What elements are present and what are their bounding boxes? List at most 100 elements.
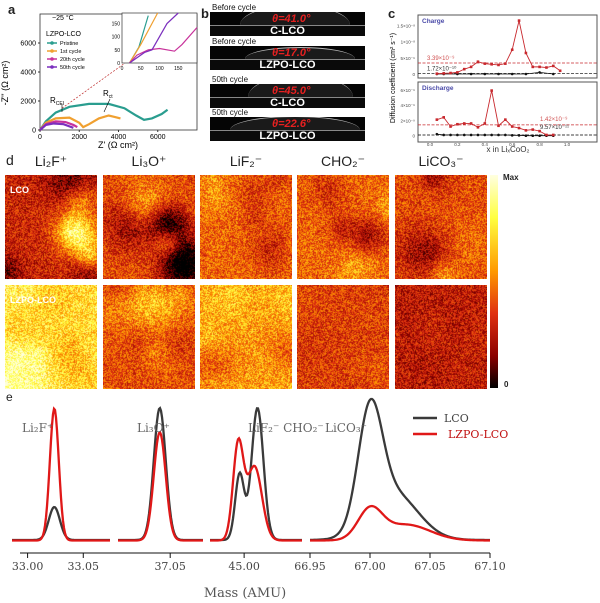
column-title: LiCO₃⁻ (418, 153, 464, 169)
inset-frame (121, 12, 198, 64)
x-tick-label: 33.00 (12, 560, 44, 573)
lco-point (538, 134, 541, 138)
inset-x-tick-label: 100 (155, 66, 164, 72)
legend-entry: LCO (444, 412, 469, 425)
lzpo-lco-spectrum (309, 504, 491, 542)
lzpo-point (538, 129, 541, 133)
y-axis-label: Diffusion coefficient (cm² s⁻¹) (390, 33, 397, 123)
x-tick-label: 0.4 (482, 142, 489, 147)
peak-label: LiF₂⁻ CHO₂⁻ (248, 421, 324, 435)
subplot-frame (417, 81, 598, 143)
x-axis-label: x in LiₓCoO₂ (486, 145, 529, 153)
inset-series-line (129, 12, 179, 64)
lco-point (442, 133, 445, 137)
lzpo-point (510, 125, 514, 128)
ion-map (395, 175, 487, 279)
inset-y-tick-label: 0 (117, 61, 120, 67)
y-tick-label: 4×10⁻⁹ (401, 103, 416, 108)
column-title: Li₂F⁺ (34, 153, 68, 169)
lco-point (490, 133, 493, 137)
strip-caption: 50th cycle (212, 75, 249, 84)
lzpo-point (442, 116, 445, 119)
x-tick-label: 66.95 (294, 560, 326, 573)
lco-average-label: 1.72×10⁻¹⁰ (427, 65, 457, 72)
lco-point (510, 134, 514, 137)
ion-map (103, 175, 195, 279)
lzpo-point (552, 133, 555, 137)
x-axis-label: Z' (Ω cm²) (98, 140, 138, 150)
legend-entry: 1st cycle (60, 49, 81, 55)
sample-label: LZPO-LCO (210, 130, 365, 141)
column-title: CHO₂⁻ (321, 153, 365, 169)
lzpo-point (497, 63, 500, 67)
ion-map (395, 285, 487, 389)
panel-label-e: e (6, 390, 13, 404)
ion-map (200, 175, 292, 279)
panel-label-d: d (6, 152, 14, 168)
subplot-title: Discharge (422, 85, 454, 92)
lco-point (497, 133, 500, 137)
rct-label: Rct (103, 89, 113, 100)
lzpo-point (504, 118, 507, 121)
lzpo-point (449, 71, 452, 75)
column-title: LiF₂⁻ (229, 153, 263, 169)
colorbar-min-label: 0 (504, 380, 509, 389)
material-label: LZPO-LCO (46, 31, 82, 38)
colorbar (490, 175, 498, 388)
ion-map (5, 285, 97, 389)
series-line-1st-cycle (39, 114, 121, 131)
ion-map (103, 285, 195, 389)
lco-point (531, 134, 535, 138)
contact-angle-value: θ=22.6° (272, 118, 311, 130)
contact-angle-image: C-LCO θ=41.0° (210, 12, 365, 36)
lco-point (462, 133, 466, 137)
temperature-label: −25 °C (52, 14, 74, 22)
x-tick-label: 67.00 (354, 560, 386, 573)
lzpo-lco-spectrum (209, 436, 302, 542)
x-tick-label: 2000 (71, 134, 87, 141)
x-tick-label: 33.05 (68, 560, 100, 573)
lzpo-point (483, 122, 487, 125)
lco-average-label: 9.57×10⁻¹¹ (540, 125, 569, 131)
lzpo-lco-spectrum (118, 430, 203, 542)
peak-label: LiCO₃⁻ (325, 421, 367, 435)
x-tick-label: 0.8 (536, 142, 543, 147)
lzpo-point (524, 129, 528, 132)
lco-point (435, 132, 439, 136)
lzpo-point (531, 128, 535, 131)
row-label: LCO (10, 185, 29, 195)
sample-label: C-LCO (210, 25, 365, 36)
x-tick-label: 0.2 (454, 142, 461, 147)
legend-marker (50, 49, 54, 53)
panel-label-a: a (8, 2, 16, 17)
lzpo-point (449, 125, 452, 128)
x-tick-label: 37.05 (154, 560, 186, 573)
y-tick-label: 2000 (20, 99, 36, 106)
lco-point (483, 72, 487, 76)
legend-marker (50, 57, 54, 61)
peak-label: Li₂F⁺ (22, 421, 53, 435)
lzpo-point (538, 65, 541, 69)
legend-entry: 20th cycle (60, 57, 85, 63)
lzpo-point (462, 122, 466, 125)
y-tick-label: 6×10⁻⁹ (401, 88, 416, 93)
lzpo-point (469, 65, 473, 69)
lzpo-point (462, 67, 466, 71)
inset-x-tick-label: 0 (121, 66, 124, 72)
lzpo-point (552, 64, 555, 68)
y-axis-label: -Z'' (Ω cm²) (0, 61, 10, 106)
lzpo-point (558, 69, 562, 73)
y-tick-label: 5×10⁻⁹ (401, 56, 416, 61)
nyquist-plot: −25 °C LZPO-LCO -Z'' (Ω cm²) Z' (Ω cm²) … (0, 12, 198, 150)
legend-entry: Pristine (60, 41, 78, 47)
lzpo-point (469, 122, 473, 125)
x-tick-label: 6000 (150, 134, 166, 141)
lzpo-lco-spectrum (12, 406, 110, 542)
ion-map (297, 285, 389, 389)
lco-point (524, 72, 528, 76)
subplot-frame (417, 14, 598, 79)
rcei-label: RCEI (50, 96, 64, 107)
inset-x-tick-label: 150 (174, 66, 183, 72)
y-tick-label: 0 (32, 128, 36, 135)
lzpo-point (483, 62, 487, 65)
